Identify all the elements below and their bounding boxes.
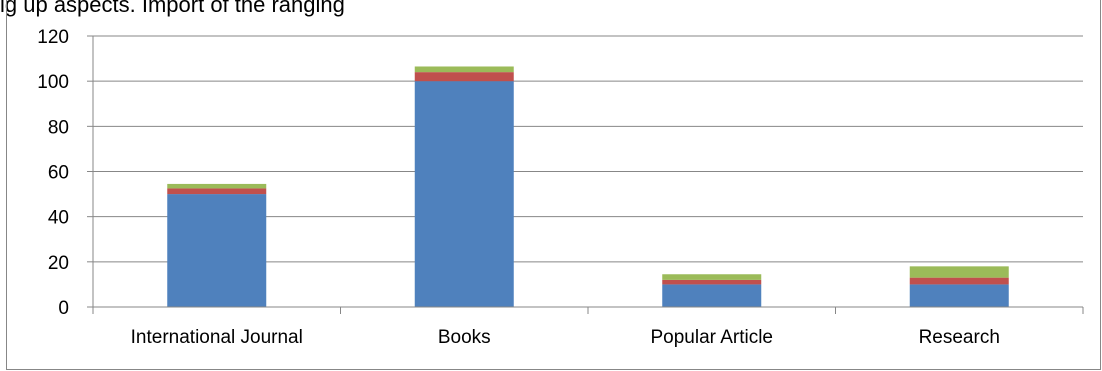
- x-tick-label: International Journal: [131, 327, 303, 348]
- x-tick-label: Research: [919, 327, 1000, 348]
- bar-segment: [414, 81, 514, 308]
- bar-segment: [662, 279, 762, 285]
- bar-segment: [909, 284, 1009, 307]
- chart-caption: ig up aspects. Import of the ranging: [0, 0, 345, 17]
- bar-segment: [414, 72, 514, 82]
- x-tick-label: Books: [438, 327, 491, 348]
- y-tick-label: 120: [37, 27, 69, 48]
- axes: [87, 35, 1084, 314]
- bar-segment: [167, 188, 267, 195]
- chart-frame: [6, 0, 1101, 370]
- x-tick-label: Popular Article: [650, 327, 773, 348]
- bars: [167, 66, 1009, 308]
- y-tick-label: 20: [48, 253, 69, 274]
- bar-segment: [414, 66, 514, 73]
- bar-segment: [909, 266, 1009, 278]
- y-tick-label: 0: [58, 298, 69, 319]
- bar-segment: [662, 284, 762, 307]
- bar-segment: [909, 277, 1009, 285]
- tick-labels: 0 20 40 60 80 100 120 International Journal Book…: [37, 27, 1000, 348]
- bar-segment: [167, 183, 267, 189]
- bar-segment: [662, 274, 762, 280]
- y-tick-label: 100: [37, 72, 69, 93]
- y-tick-label: 60: [48, 163, 69, 184]
- bar-segment: [167, 194, 267, 307]
- y-tick-label: 40: [48, 208, 69, 229]
- y-tick-label: 80: [48, 117, 69, 138]
